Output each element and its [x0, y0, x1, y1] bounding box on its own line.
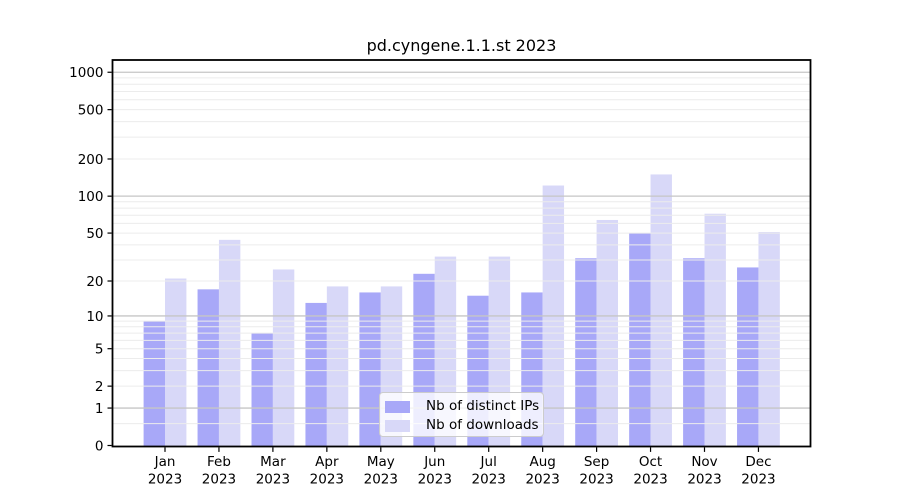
y-tick-label: 50 — [86, 226, 103, 242]
bar-downloads-feb — [218, 239, 241, 447]
bar-distinct-ips-nov — [683, 258, 705, 447]
bar-distinct-ips-apr — [305, 302, 327, 447]
gridlines-group — [112, 71, 811, 425]
bar-downloads-nov — [704, 213, 726, 447]
y-axis-group: 0 1 2 5 10 20 50 100 200 500 1000 — [69, 65, 112, 454]
bar-downloads-dec — [758, 232, 780, 447]
y-tick-label: 5 — [95, 341, 104, 357]
x-tick-label: Feb 2023 — [202, 454, 236, 488]
y-tick-label: 1 — [95, 401, 104, 417]
bar-downloads-jan — [165, 278, 187, 447]
x-tick-label: Sep 2023 — [579, 454, 613, 488]
plot-border — [111, 59, 812, 448]
x-tick-label: Aug 2023 — [525, 454, 559, 488]
legend-item-distinct-ips: Nb of distinct IPs — [385, 397, 543, 416]
y-tick-label: 0 — [95, 438, 104, 454]
x-tick-label: May 2023 — [364, 454, 398, 488]
x-tick-label: Jun 2023 — [418, 454, 452, 488]
bar-downloads-oct — [650, 174, 672, 447]
legend-swatch-downloads-icon — [385, 419, 410, 432]
y-tick-label: 2 — [95, 379, 104, 395]
legend-item-downloads: Nb of downloads — [385, 416, 543, 435]
x-tick-label: Mar 2023 — [256, 454, 290, 488]
bar-distinct-ips-dec — [737, 267, 759, 447]
bar-downloads-apr — [326, 286, 349, 447]
legend-label-downloads: Nb of downloads — [426, 416, 539, 433]
y-tick-label: 100 — [78, 189, 104, 205]
bar-distinct-ips-jan — [143, 321, 165, 447]
x-tick-label: Apr 2023 — [310, 454, 344, 488]
legend: Nb of distinct IPs Nb of downloads — [379, 392, 544, 437]
bar-distinct-ips-feb — [197, 289, 219, 447]
x-tick-label: Dec 2023 — [741, 454, 775, 488]
legend-label-distinct-ips: Nb of distinct IPs — [426, 397, 540, 414]
y-tick-label: 20 — [86, 274, 103, 290]
x-tick-label: Jan 2023 — [148, 454, 182, 488]
bar-distinct-ips-oct — [629, 233, 651, 447]
chart-title: pd.cyngene.1.1.st 2023 — [366, 36, 557, 55]
x-tick-label: Jul 2023 — [472, 454, 506, 488]
bar-distinct-ips-sep — [575, 258, 597, 447]
y-tick-label: 10 — [86, 309, 103, 325]
y-tick-label: 200 — [78, 152, 104, 168]
y-tick-label: 1000 — [69, 65, 103, 81]
x-tick-label: Oct 2023 — [633, 454, 667, 488]
bar-distinct-ips-mar — [251, 333, 273, 447]
x-axis-group: Jan 2023 Feb 2023 Mar 2023 Apr 2023 May 2023 Jun 20… — [148, 447, 776, 488]
y-tick-label: 500 — [78, 102, 104, 118]
bar-downloads-mar — [272, 269, 295, 447]
legend-swatch-distinct-ips-icon — [385, 400, 410, 413]
x-tick-label: Nov 2023 — [687, 454, 721, 488]
